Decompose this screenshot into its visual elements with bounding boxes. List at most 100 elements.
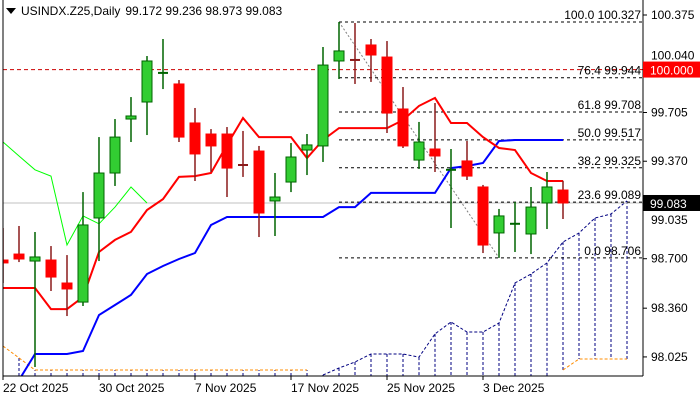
triangle-down-icon[interactable]: [6, 8, 16, 14]
y-tick-label: 99.705: [651, 105, 688, 119]
x-tick-label: 30 Oct 2025: [99, 381, 165, 395]
candle: [141, 56, 153, 136]
candle: [461, 141, 473, 180]
candle-body: [461, 160, 473, 177]
candle: [93, 137, 105, 262]
candle: [158, 39, 168, 90]
y-tick-label: 98.360: [651, 301, 688, 315]
candle-body: [429, 148, 441, 157]
senkou-span-b-line: [562, 358, 627, 371]
y-tick-label: 98.700: [651, 252, 688, 266]
chikou-span-line: [3, 141, 148, 247]
y-tick-label: 99.370: [651, 154, 688, 168]
candle: [269, 173, 281, 237]
candle: [493, 208, 505, 258]
candle-body: [477, 186, 489, 246]
candle: [317, 47, 329, 162]
x-tick-label: 25 Nov 2025: [387, 381, 455, 395]
candle: [510, 201, 520, 253]
candle-body: [141, 60, 153, 103]
candle-body: [93, 172, 105, 219]
candle: [77, 192, 89, 306]
candle-body: [525, 206, 537, 235]
candle-body: [317, 64, 329, 147]
price-level-tag: [643, 61, 700, 78]
x-tick-label: 22 Oct 2025: [3, 381, 69, 395]
tenkan-sen-line: [3, 96, 563, 311]
candle: [173, 80, 185, 143]
candle-body: [77, 224, 89, 303]
senkou-span-a-line: [322, 200, 628, 376]
candle: [238, 130, 248, 177]
fibonacci-level-label: 100.0 100.327: [564, 8, 641, 22]
candle-body: [541, 186, 553, 204]
candle-body: [493, 215, 505, 234]
candle-body: [333, 50, 345, 62]
candle: [221, 127, 233, 198]
candle-body: [205, 133, 217, 147]
candle-body: [557, 189, 569, 204]
candle-body: [365, 44, 377, 56]
x-tick-label: 17 Nov 2025: [291, 381, 359, 395]
candle-body: [381, 56, 393, 114]
y-tick-label: 98.025: [651, 350, 688, 364]
candle: [285, 143, 297, 193]
candle: [13, 225, 25, 263]
price-level-tag-label: 100.000: [650, 64, 694, 78]
candle-body: [45, 259, 57, 278]
candle: [205, 129, 217, 172]
candle: [446, 149, 456, 229]
candle: [397, 87, 409, 148]
candle-body: [61, 282, 73, 290]
candle-body: [413, 141, 425, 161]
candle-body: [29, 256, 41, 262]
y-tick-label: 100.040: [651, 49, 695, 63]
candle-body: [189, 122, 201, 155]
candle-body: [253, 150, 265, 214]
fibonacci-trendline: [338, 21, 500, 259]
x-tick-label: 7 Nov 2025: [195, 381, 257, 395]
candle: [381, 41, 393, 134]
candle-body: [13, 253, 25, 260]
fibonacci-level-label: 23.6 99.089: [578, 188, 642, 202]
ohlc-readout: 99.172 99.236 98.973 99.083: [125, 4, 283, 18]
candle: [477, 184, 489, 254]
candle: [350, 23, 360, 84]
candle: [301, 134, 313, 176]
candle: [365, 39, 377, 82]
candle-body: [3, 259, 9, 264]
candle-body: [269, 196, 281, 202]
x-tick-label: 3 Dec 2025: [483, 381, 545, 395]
candle-body: [221, 133, 233, 169]
symbol-timeframe: USINDX.Z25,Daily: [21, 4, 121, 18]
fibonacci-level-label: 50.0 99.517: [578, 126, 642, 140]
candle: [429, 103, 441, 172]
candle-body: [173, 83, 185, 138]
bid-price-tag-label: 99.083: [650, 197, 687, 211]
candle: [525, 186, 537, 255]
fibonacci-level-label: 38.2 99.325: [578, 154, 642, 168]
candle: [109, 119, 121, 186]
candle: [333, 21, 345, 80]
fibonacci-level-label: 0.0 98.706: [584, 244, 641, 258]
y-tick-label: 100.375: [651, 8, 695, 22]
candle: [413, 121, 425, 169]
fibonacci-level-label: 76.4 99.944: [578, 64, 642, 78]
candle: [61, 255, 73, 317]
candle-body: [125, 115, 137, 120]
candle-body: [397, 108, 409, 147]
candle: [125, 97, 137, 143]
candle: [3, 228, 9, 284]
candle-body: [109, 136, 121, 174]
senkou-span-b-line: [3, 345, 307, 371]
y-tick-label: 99.035: [651, 213, 688, 227]
candle: [45, 246, 57, 292]
candle: [29, 231, 41, 367]
candle: [557, 180, 569, 219]
fibonacci-level-label: 61.8 99.708: [578, 98, 642, 112]
candle: [189, 107, 201, 182]
candle: [541, 171, 553, 230]
